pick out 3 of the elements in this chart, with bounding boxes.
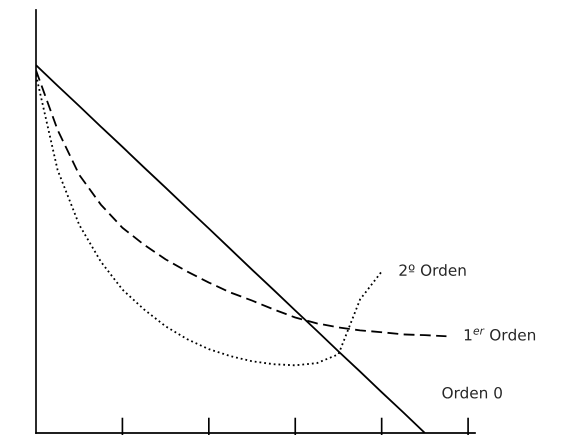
- series-label: 2º Orden: [399, 264, 466, 276]
- text: Orden 0: [442, 386, 502, 399]
- series-label: 1$^{er}$ Orden: [464, 328, 536, 341]
